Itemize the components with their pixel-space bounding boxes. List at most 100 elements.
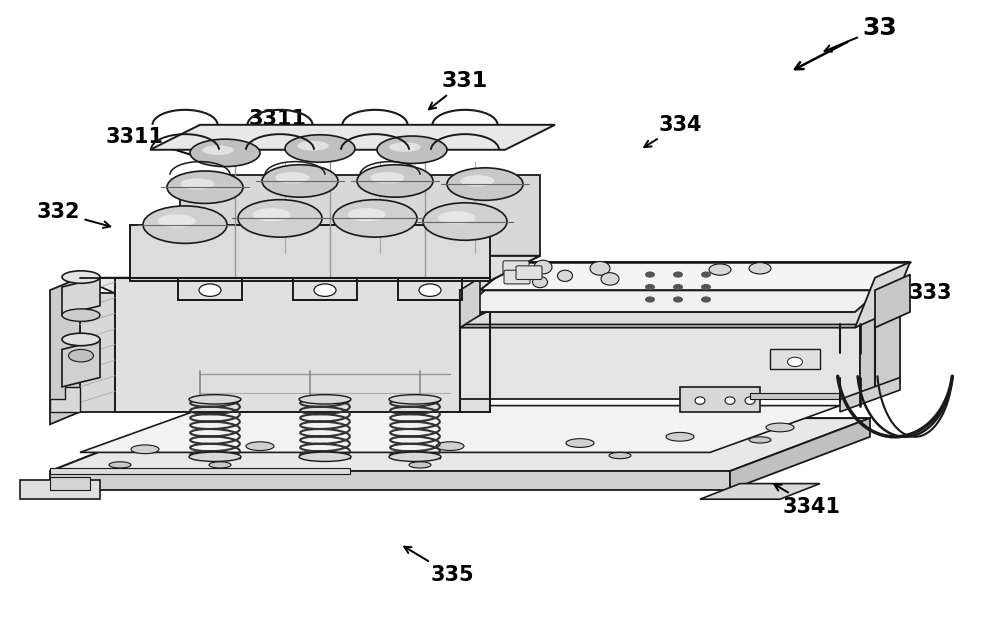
Text: 33: 33: [825, 16, 897, 52]
Polygon shape: [460, 312, 880, 328]
Polygon shape: [460, 324, 860, 399]
Ellipse shape: [68, 349, 94, 362]
Ellipse shape: [275, 172, 310, 183]
Ellipse shape: [436, 442, 464, 451]
Polygon shape: [115, 278, 490, 412]
Circle shape: [673, 296, 683, 303]
Ellipse shape: [558, 270, 572, 281]
Ellipse shape: [209, 462, 231, 468]
Polygon shape: [50, 418, 870, 471]
Polygon shape: [180, 175, 540, 256]
Ellipse shape: [238, 200, 322, 237]
Text: 335: 335: [404, 547, 474, 585]
Text: 334: 334: [644, 115, 702, 147]
Text: 332: 332: [36, 202, 110, 228]
Polygon shape: [750, 393, 840, 399]
Ellipse shape: [749, 263, 771, 274]
Ellipse shape: [590, 261, 610, 275]
Ellipse shape: [199, 284, 221, 296]
Ellipse shape: [262, 165, 338, 197]
Polygon shape: [460, 278, 480, 328]
Polygon shape: [50, 278, 80, 424]
Polygon shape: [855, 262, 910, 328]
Polygon shape: [20, 480, 100, 499]
Polygon shape: [80, 406, 840, 452]
FancyBboxPatch shape: [504, 270, 530, 284]
Polygon shape: [50, 471, 730, 490]
Polygon shape: [50, 477, 90, 490]
Ellipse shape: [460, 175, 494, 187]
Ellipse shape: [202, 145, 234, 155]
Ellipse shape: [532, 276, 548, 288]
Ellipse shape: [766, 423, 794, 432]
Text: 331: 331: [429, 71, 488, 109]
Circle shape: [673, 271, 683, 278]
Ellipse shape: [297, 141, 329, 150]
Polygon shape: [460, 306, 900, 324]
Text: 3311: 3311: [106, 127, 210, 162]
Ellipse shape: [167, 171, 243, 203]
Ellipse shape: [389, 395, 441, 404]
Text: 333: 333: [890, 283, 952, 311]
Ellipse shape: [438, 211, 476, 225]
Ellipse shape: [788, 357, 802, 367]
Polygon shape: [860, 306, 900, 399]
Ellipse shape: [333, 200, 417, 237]
Polygon shape: [730, 418, 870, 490]
Ellipse shape: [447, 168, 523, 200]
Circle shape: [645, 284, 655, 290]
Ellipse shape: [389, 142, 421, 152]
Ellipse shape: [190, 139, 260, 167]
Polygon shape: [700, 484, 820, 499]
Ellipse shape: [143, 206, 227, 243]
Polygon shape: [150, 125, 555, 150]
Polygon shape: [130, 256, 540, 281]
Ellipse shape: [189, 452, 241, 462]
Ellipse shape: [131, 445, 159, 454]
Polygon shape: [62, 278, 100, 315]
Polygon shape: [460, 290, 880, 312]
Polygon shape: [680, 387, 760, 412]
Ellipse shape: [534, 260, 552, 274]
Ellipse shape: [299, 452, 351, 462]
Ellipse shape: [377, 136, 447, 163]
Circle shape: [701, 284, 711, 290]
Circle shape: [701, 296, 711, 303]
Polygon shape: [480, 262, 910, 290]
Ellipse shape: [253, 208, 290, 222]
Ellipse shape: [389, 452, 441, 462]
Circle shape: [645, 271, 655, 278]
Ellipse shape: [180, 178, 214, 190]
Ellipse shape: [419, 284, 441, 296]
Polygon shape: [875, 275, 910, 328]
Ellipse shape: [314, 284, 336, 296]
Ellipse shape: [749, 437, 771, 443]
Ellipse shape: [609, 452, 631, 459]
Ellipse shape: [409, 462, 431, 468]
Circle shape: [645, 296, 655, 303]
Polygon shape: [840, 378, 900, 412]
Ellipse shape: [62, 333, 100, 346]
Polygon shape: [770, 349, 820, 369]
Ellipse shape: [189, 395, 241, 404]
Ellipse shape: [709, 264, 731, 275]
Polygon shape: [62, 340, 100, 387]
Polygon shape: [130, 225, 490, 281]
Circle shape: [673, 284, 683, 290]
Ellipse shape: [566, 439, 594, 447]
Circle shape: [701, 271, 711, 278]
Ellipse shape: [666, 432, 694, 441]
Polygon shape: [50, 468, 350, 474]
Ellipse shape: [285, 135, 355, 162]
Ellipse shape: [62, 271, 100, 283]
Polygon shape: [80, 293, 115, 412]
Ellipse shape: [745, 397, 755, 404]
Ellipse shape: [423, 203, 507, 240]
Ellipse shape: [348, 208, 385, 222]
Ellipse shape: [158, 215, 196, 228]
Ellipse shape: [109, 462, 131, 468]
FancyBboxPatch shape: [516, 266, 542, 280]
Ellipse shape: [357, 165, 433, 197]
Ellipse shape: [601, 273, 619, 285]
Ellipse shape: [299, 395, 351, 404]
